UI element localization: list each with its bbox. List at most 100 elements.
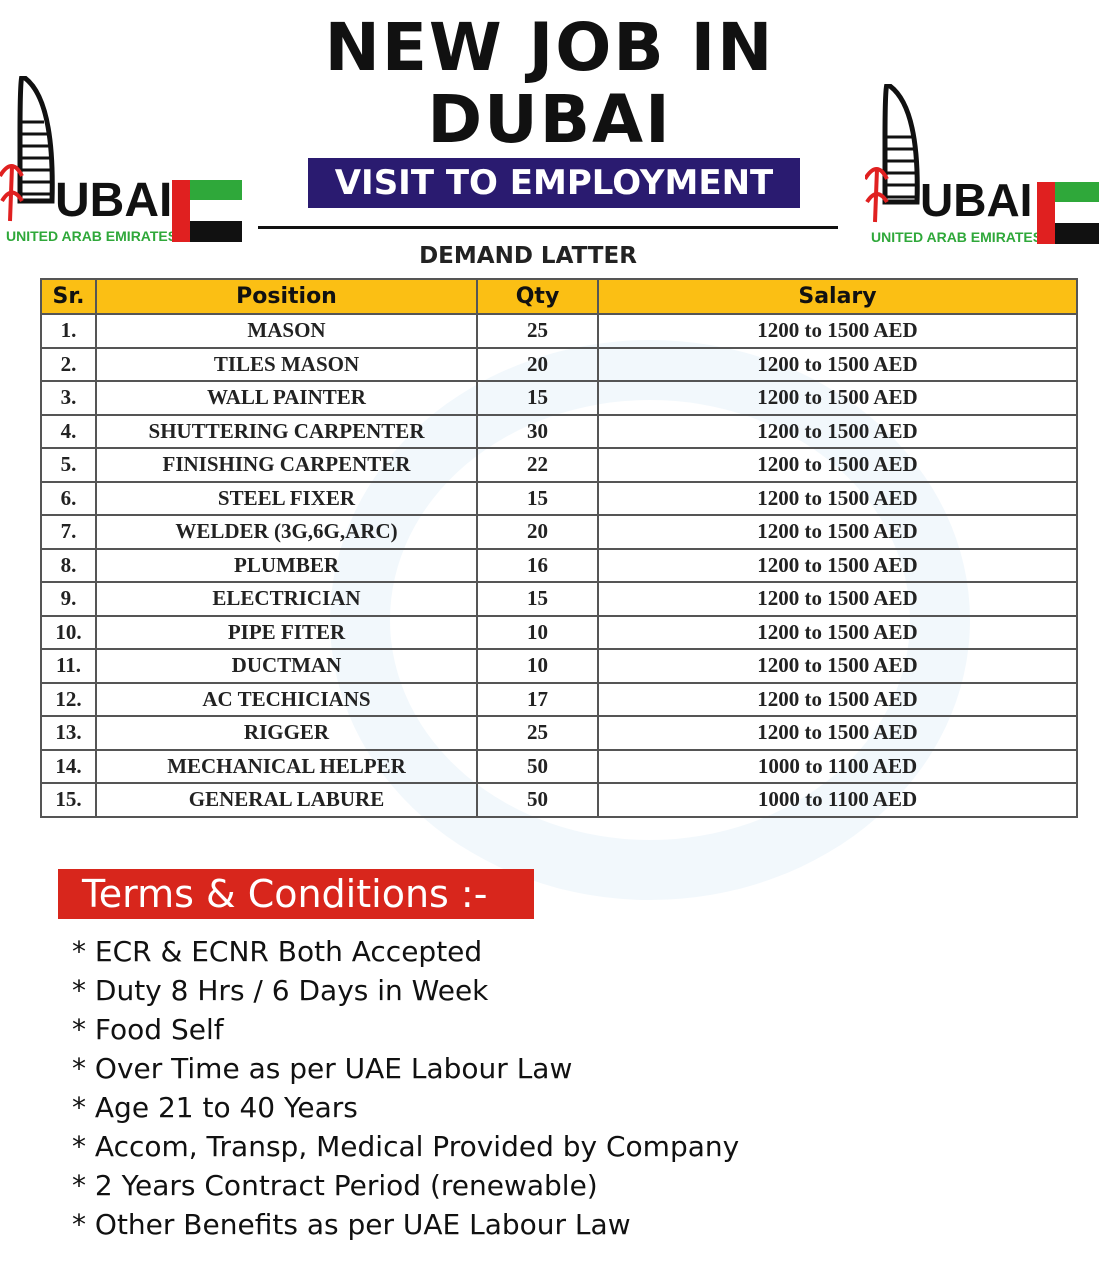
- cell-qty: 15: [476, 380, 599, 416]
- terms-item: * Food Self: [72, 1013, 224, 1046]
- cell-sr: 2.: [40, 346, 97, 382]
- cell-position: FINISHING CARPENTER: [95, 447, 478, 483]
- table-row: 9. ELECTRICIAN 15 1200 to 1500 AED: [40, 581, 1078, 617]
- cell-position: WALL PAINTER: [95, 380, 478, 416]
- terms-item: * Accom, Transp, Medical Provided by Com…: [72, 1130, 740, 1163]
- cell-qty: 50: [476, 748, 599, 784]
- table-row: 13. RIGGER 25 1200 to 1500 AED: [40, 715, 1078, 751]
- cell-salary: 1000 to 1100 AED: [597, 748, 1078, 784]
- table-row: 3. WALL PAINTER 15 1200 to 1500 AED: [40, 380, 1078, 416]
- cell-sr: 7.: [40, 514, 97, 550]
- terms-item: * Duty 8 Hrs / 6 Days in Week: [72, 974, 489, 1007]
- cell-position: ELECTRICIAN: [95, 581, 478, 617]
- table-row: 8. PLUMBER 16 1200 to 1500 AED: [40, 547, 1078, 583]
- cell-position: MECHANICAL HELPER: [95, 748, 478, 784]
- terms-item: * Over Time as per UAE Labour Law: [72, 1052, 573, 1085]
- cell-sr: 9.: [40, 581, 97, 617]
- terms-item: * Other Benefits as per UAE Labour Law: [72, 1208, 631, 1241]
- table-row: 10. PIPE FITER 10 1200 to 1500 AED: [40, 614, 1078, 650]
- table-row: 6. STEEL FIXER 15 1200 to 1500 AED: [40, 480, 1078, 516]
- cell-qty: 15: [476, 480, 599, 516]
- cell-qty: 10: [476, 614, 599, 650]
- terms-item: * ECR & ECNR Both Accepted: [72, 935, 483, 968]
- cell-qty: 16: [476, 547, 599, 583]
- cell-salary: 1200 to 1500 AED: [597, 581, 1078, 617]
- col-salary: Salary: [597, 278, 1078, 315]
- cell-position: PLUMBER: [95, 547, 478, 583]
- cell-sr: 10.: [40, 614, 97, 650]
- cell-salary: 1200 to 1500 AED: [597, 480, 1078, 516]
- cell-sr: 15.: [40, 782, 97, 818]
- terms-list: * ECR & ECNR Both Accepted * Duty 8 Hrs /…: [72, 932, 739, 1244]
- logo-text-right: UBAI: [920, 174, 1032, 226]
- terms-heading: Terms & Conditions :-: [58, 869, 534, 919]
- cell-sr: 5.: [40, 447, 97, 483]
- terms-item: * 2 Years Contract Period (renewable): [72, 1169, 598, 1202]
- table-row: 1. MASON 25 1200 to 1500 AED: [40, 313, 1078, 349]
- demand-subtitle: DEMAND LATTER: [419, 243, 637, 269]
- cell-salary: 1200 to 1500 AED: [597, 514, 1078, 550]
- cell-sr: 6.: [40, 480, 97, 516]
- cell-salary: 1200 to 1500 AED: [597, 313, 1078, 349]
- cell-qty: 17: [476, 681, 599, 717]
- cell-sr: 14.: [40, 748, 97, 784]
- table-row: 7. WELDER (3G,6G,ARC) 20 1200 to 1500 AED: [40, 514, 1078, 550]
- col-sr: Sr.: [40, 278, 97, 315]
- table-row: 14. MECHANICAL HELPER 50 1000 to 1100 AED: [40, 748, 1078, 784]
- table-row: 12. AC TECHICIANS 17 1200 to 1500 AED: [40, 681, 1078, 717]
- table-row: 5. FINISHING CARPENTER 22 1200 to 1500 AED: [40, 447, 1078, 483]
- cell-qty: 22: [476, 447, 599, 483]
- cell-qty: 20: [476, 346, 599, 382]
- cell-position: DUCTMAN: [95, 648, 478, 684]
- cell-salary: 1200 to 1500 AED: [597, 715, 1078, 751]
- cell-salary: 1200 to 1500 AED: [597, 547, 1078, 583]
- cell-position: GENERAL LABURE: [95, 782, 478, 818]
- table-row: 15. GENERAL LABURE 50 1000 to 1100 AED: [40, 782, 1078, 818]
- logo-subtext-right: UNITED ARAB EMIRATES: [871, 229, 1042, 245]
- logo-text: UBAI: [55, 174, 172, 227]
- table-header-row: Sr. Position Qty Salary: [40, 278, 1078, 315]
- cell-salary: 1200 to 1500 AED: [597, 681, 1078, 717]
- cell-position: STEEL FIXER: [95, 480, 478, 516]
- dubai-logo-left: UBAI UNITED ARAB EMIRATES: [0, 76, 242, 244]
- title-line2: DUBAI: [427, 81, 672, 158]
- cell-sr: 8.: [40, 547, 97, 583]
- cell-salary: 1200 to 1500 AED: [597, 447, 1078, 483]
- cell-qty: 25: [476, 715, 599, 751]
- cell-sr: 11.: [40, 648, 97, 684]
- cell-sr: 13.: [40, 715, 97, 751]
- cell-position: SHUTTERING CARPENTER: [95, 413, 478, 449]
- cell-qty: 50: [476, 782, 599, 818]
- cell-sr: 4.: [40, 413, 97, 449]
- cell-position: MASON: [95, 313, 478, 349]
- cell-salary: 1200 to 1500 AED: [597, 380, 1078, 416]
- cell-qty: 20: [476, 514, 599, 550]
- cell-position: WELDER (3G,6G,ARC): [95, 514, 478, 550]
- cell-sr: 3.: [40, 380, 97, 416]
- dubai-logo-right: UBAI UNITED ARAB EMIRATES: [865, 84, 1099, 245]
- title-line1: NEW JOB IN: [324, 9, 775, 86]
- cell-salary: 1000 to 1100 AED: [597, 782, 1078, 818]
- cell-salary: 1200 to 1500 AED: [597, 648, 1078, 684]
- table-row: 2. TILES MASON 20 1200 to 1500 AED: [40, 346, 1078, 382]
- cell-qty: 10: [476, 648, 599, 684]
- logo-subtext: UNITED ARAB EMIRATES: [6, 228, 177, 244]
- demand-table: Sr. Position Qty Salary 1. MASON 25 1200 to…: [40, 278, 1078, 818]
- cell-position: PIPE FITER: [95, 614, 478, 650]
- col-qty: Qty: [476, 278, 599, 315]
- cell-position: RIGGER: [95, 715, 478, 751]
- cell-sr: 1.: [40, 313, 97, 349]
- cell-salary: 1200 to 1500 AED: [597, 346, 1078, 382]
- cell-qty: 15: [476, 581, 599, 617]
- cell-qty: 25: [476, 313, 599, 349]
- cell-salary: 1200 to 1500 AED: [597, 614, 1078, 650]
- cell-position: AC TECHICIANS: [95, 681, 478, 717]
- cell-salary: 1200 to 1500 AED: [597, 413, 1078, 449]
- terms-item: * Age 21 to 40 Years: [72, 1091, 358, 1124]
- divider: [258, 226, 838, 229]
- cell-qty: 30: [476, 413, 599, 449]
- table-row: 4. SHUTTERING CARPENTER 30 1200 to 1500 AED: [40, 413, 1078, 449]
- cell-position: TILES MASON: [95, 346, 478, 382]
- cell-sr: 12.: [40, 681, 97, 717]
- col-position: Position: [95, 278, 478, 315]
